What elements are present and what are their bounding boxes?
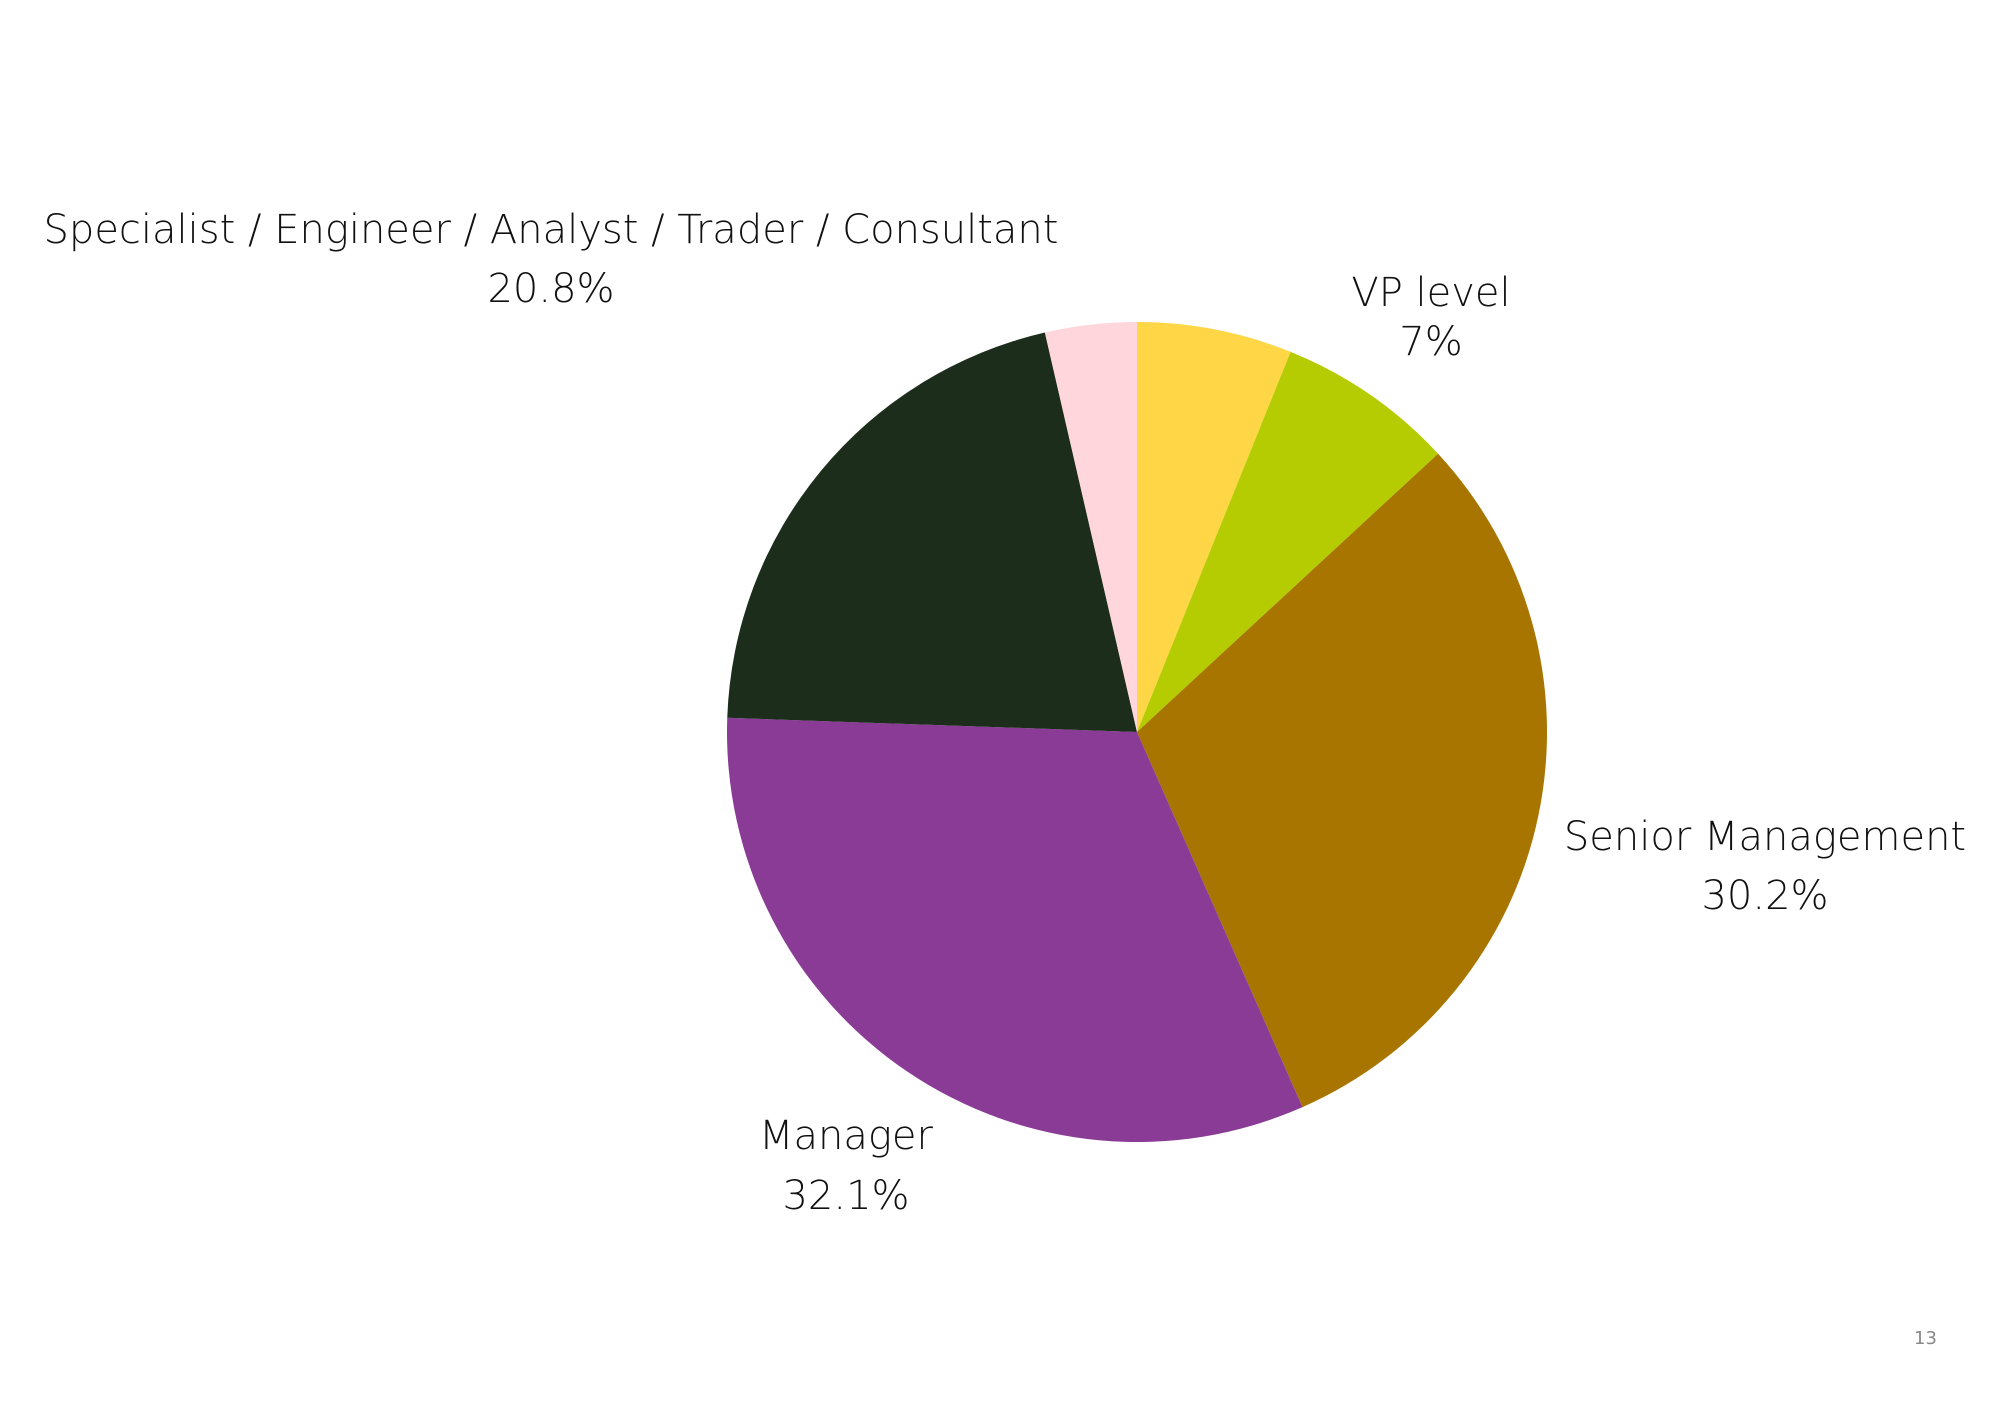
pie-slice-unlabeled-5: [1044, 322, 1137, 732]
value-manager: 32.1%: [782, 1173, 909, 1219]
label-senior-management: Senior Management: [1564, 814, 1966, 860]
label-vp-level: VP level: [1351, 270, 1510, 316]
label-manager: Manager: [759, 1113, 934, 1159]
pie-slice-vp: [1137, 351, 1439, 732]
page-number: 13: [1914, 1328, 1937, 1349]
pie-slice-senior: [1137, 453, 1548, 1108]
pie-slice-manager: [726, 717, 1303, 1142]
value-senior-management: 30.2%: [1701, 873, 1828, 919]
pie-slice-unlabeled-0: [1137, 322, 1291, 732]
label-specialist: Specialist / Engineer / Analyst / Trader…: [44, 207, 1059, 253]
value-vp-level: 7%: [1399, 319, 1462, 365]
value-specialist: 20.8%: [487, 266, 614, 312]
pie-slice-specialist: [727, 332, 1137, 732]
